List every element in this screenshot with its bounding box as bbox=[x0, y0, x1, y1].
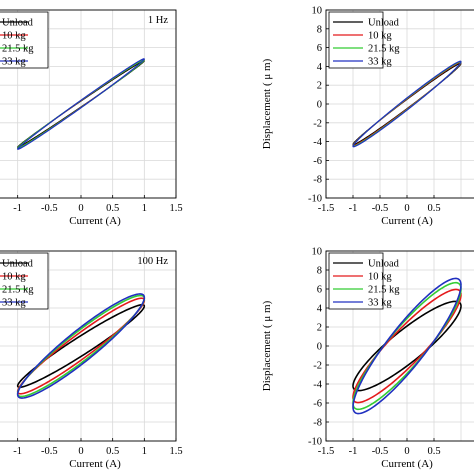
y-tick-label: 8 bbox=[317, 266, 322, 277]
x-tick-label: -0.5 bbox=[372, 446, 389, 457]
x-tick-label: -1 bbox=[13, 203, 22, 214]
frequency-annotation: 1 Hz bbox=[148, 15, 168, 26]
x-tick-label: -0.5 bbox=[41, 203, 58, 214]
legend-label: 21.5 kg bbox=[2, 44, 34, 55]
y-axis-label: Displacement ( μ m) bbox=[261, 300, 273, 391]
legend-label: 10 kg bbox=[368, 272, 392, 283]
legend-label: 21.5 kg bbox=[2, 285, 34, 296]
legend-label: 21.5 kg bbox=[368, 285, 400, 296]
chart-panel-4: -1.5 -1 -0.5 0 0.5 -10 -8 -6 -4 -2 0 2 4 6 8 10 Current … bbox=[261, 247, 474, 470]
x-tick-label: -1 bbox=[349, 446, 358, 457]
legend-box bbox=[0, 252, 49, 310]
x-tick-label: -1 bbox=[349, 203, 358, 214]
y-tick-label: -4 bbox=[313, 137, 322, 148]
series-line-33-kg bbox=[16, 293, 146, 399]
chart-panel-2: -1.5 -1 -0.5 0 0.5 -10 -8 -6 -4 -2 0 2 4 6 8 10 Current … bbox=[261, 6, 474, 227]
legend-label: Unload bbox=[2, 18, 34, 29]
x-axis-label: Current (A) bbox=[69, 458, 121, 470]
x-tick-label: -1 bbox=[13, 446, 22, 457]
legend: Unload 10 kg 21.5 kg 33 kg bbox=[0, 252, 49, 310]
x-tick-label: 1.5 bbox=[169, 203, 182, 214]
chart-panel-1: -1 -0.5 0 0.5 1 1.5 Current (A) 1 Hz Unload 10 kg… bbox=[0, 9, 183, 227]
series-line-unload bbox=[352, 300, 462, 392]
y-tick-label: 2 bbox=[317, 81, 322, 92]
legend-label: 21.5 kg bbox=[368, 44, 400, 55]
y-tick-label: 0 bbox=[317, 100, 322, 111]
series-group bbox=[17, 58, 145, 150]
x-tick-label: 0 bbox=[404, 203, 409, 214]
x-axis-label: Current (A) bbox=[69, 215, 121, 227]
y-tick-label: -6 bbox=[313, 156, 322, 167]
x-axis-label: Current (A) bbox=[381, 215, 433, 227]
x-tick-label: 1 bbox=[142, 203, 147, 214]
y-tick-label: 4 bbox=[317, 62, 323, 73]
x-tick-label: 0.5 bbox=[106, 203, 119, 214]
x-tick-label: -0.5 bbox=[372, 203, 389, 214]
y-tick-label: 8 bbox=[317, 24, 322, 35]
legend: Unload 10 kg 21.5 kg 33 kg bbox=[0, 11, 49, 69]
y-tick-label: -2 bbox=[313, 118, 322, 129]
series-line-33-kg bbox=[352, 277, 462, 415]
y-tick-label: 6 bbox=[317, 43, 322, 54]
x-axis-label: Current (A) bbox=[381, 458, 433, 470]
legend-label: 33 kg bbox=[368, 298, 392, 309]
y-tick-label: 0 bbox=[317, 342, 322, 353]
x-tick-label: 0 bbox=[78, 203, 83, 214]
legend-label: Unload bbox=[368, 259, 400, 270]
legend-box bbox=[0, 11, 49, 69]
x-tick-label: 0.5 bbox=[427, 203, 440, 214]
legend-box bbox=[328, 252, 384, 310]
y-axis-label: Displacement ( μ m) bbox=[261, 58, 273, 149]
y-tick-label: 10 bbox=[312, 247, 323, 258]
legend: Unload 10 kg 21.5 kg 33 kg bbox=[328, 11, 400, 69]
legend: Unload 10 kg 21.5 kg 33 kg bbox=[328, 252, 400, 310]
y-tick-label: -8 bbox=[313, 418, 322, 429]
legend-label: 33 kg bbox=[368, 57, 392, 68]
x-tick-label: 0 bbox=[78, 446, 83, 457]
y-tick-label: 6 bbox=[317, 285, 322, 296]
y-tick-label: -2 bbox=[313, 361, 322, 372]
series-line-33-kg bbox=[17, 58, 145, 150]
x-tick-label: 1.5 bbox=[169, 446, 182, 457]
legend-label: Unload bbox=[2, 259, 34, 270]
y-tick-label: 4 bbox=[317, 304, 323, 315]
y-tick-label: -10 bbox=[308, 194, 322, 205]
legend-label: 10 kg bbox=[2, 272, 26, 283]
grid bbox=[325, 9, 474, 199]
y-tick-label: -6 bbox=[313, 399, 322, 410]
legend-label: 33 kg bbox=[2, 298, 26, 309]
x-tick-label: 0.5 bbox=[427, 446, 440, 457]
y-tick-label: 2 bbox=[317, 323, 322, 334]
x-tick-label: -1.5 bbox=[318, 203, 335, 214]
legend-label: 10 kg bbox=[368, 31, 392, 42]
y-tick-label: 10 bbox=[312, 6, 323, 17]
y-tick-label: -8 bbox=[313, 175, 322, 186]
y-tick-label: -10 bbox=[308, 437, 322, 448]
series-line-33-kg bbox=[352, 60, 462, 148]
chart-panel-3: -1 -0.5 0 0.5 1 1.5 Current (A) 100 Hz Unload 10 … bbox=[0, 250, 183, 470]
series-group bbox=[352, 277, 462, 415]
legend-box bbox=[328, 11, 384, 69]
frequency-annotation: 100 Hz bbox=[137, 256, 168, 267]
series-group bbox=[352, 60, 462, 148]
x-tick-label: -0.5 bbox=[41, 446, 58, 457]
x-tick-label: -1.5 bbox=[318, 446, 335, 457]
x-tick-label: 0 bbox=[404, 446, 409, 457]
legend-label: Unload bbox=[368, 18, 400, 29]
legend-label: 10 kg bbox=[2, 31, 26, 42]
x-tick-label: 1 bbox=[142, 446, 147, 457]
y-tick-label: -4 bbox=[313, 380, 322, 391]
x-tick-label: 0.5 bbox=[106, 446, 119, 457]
legend-label: 33 kg bbox=[2, 57, 26, 68]
series-group bbox=[16, 293, 146, 399]
